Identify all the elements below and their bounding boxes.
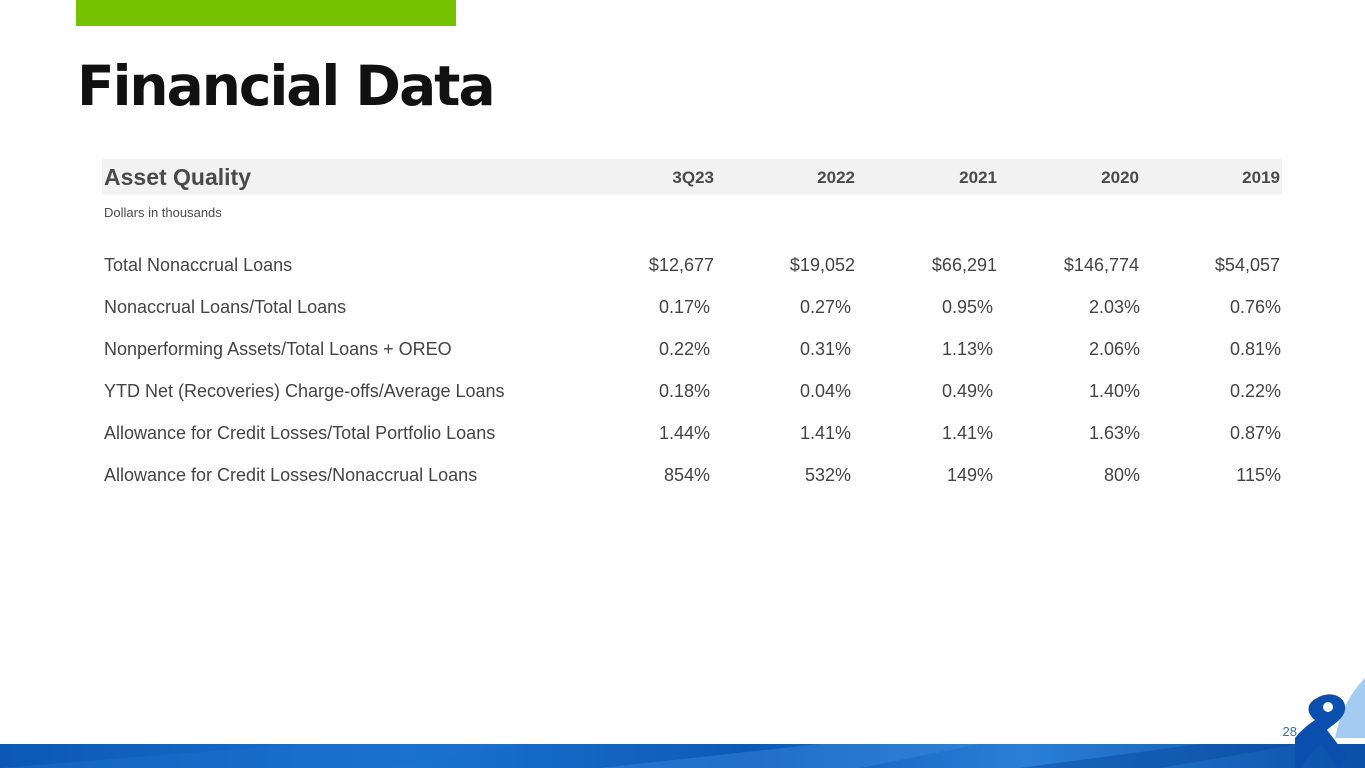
row-label: Total Nonaccrual Loans [104, 255, 293, 275]
bottom-brand-band [0, 744, 1365, 768]
table-cell: 532% [804, 465, 851, 485]
table-cell: 0.95% [941, 297, 993, 317]
accent-bar [76, 0, 456, 26]
table-cell: 0.27% [799, 297, 851, 317]
row-label: Allowance for Credit Losses/Nonaccrual L… [104, 465, 478, 485]
table-cell: $54,057 [1214, 255, 1280, 275]
table-cell: $66,291 [931, 255, 997, 275]
band-texture [0, 744, 1300, 768]
table-cell: 1.41% [799, 423, 851, 443]
table-cell: 2.03% [1088, 297, 1140, 317]
asset-quality-table: Asset Quality 3Q23 2022 2021 2020 2019 [102, 159, 1282, 195]
table-cell: 1.41% [941, 423, 993, 443]
table-cell: 1.44% [658, 423, 710, 443]
table-cell: 0.04% [799, 381, 851, 401]
table-row: Allowance for Credit Losses/Nonaccrual L… [102, 465, 1282, 495]
table-row: Allowance for Credit Losses/Total Portfo… [102, 423, 1282, 453]
table-row: Nonperforming Assets/Total Loans + OREO … [102, 339, 1282, 369]
table-cell: 0.76% [1229, 297, 1281, 317]
table-cell: 1.40% [1088, 381, 1140, 401]
table-cell: 0.49% [941, 381, 993, 401]
table-cell: $146,774 [1063, 255, 1139, 275]
table-cell: 0.18% [658, 381, 710, 401]
table-cell: 149% [946, 465, 993, 485]
table-cell: 0.22% [658, 339, 710, 359]
row-label: Allowance for Credit Losses/Total Portfo… [104, 423, 496, 443]
table-cell: 2.06% [1088, 339, 1140, 359]
table-cell: 80% [1103, 465, 1140, 485]
row-label: Nonaccrual Loans/Total Loans [104, 297, 347, 317]
table-heading: Asset Quality [104, 164, 251, 190]
row-label: YTD Net (Recoveries) Charge-offs/Average… [104, 381, 505, 401]
table-header-row: Asset Quality 3Q23 2022 2021 2020 2019 [102, 159, 1282, 195]
table-cell: 854% [663, 465, 710, 485]
column-header-2019: 2019 [1242, 168, 1280, 187]
column-header-2020: 2020 [1101, 168, 1139, 187]
ampersand-logo-icon [1295, 678, 1365, 768]
table-cell: 115% [1236, 465, 1281, 485]
table-cell: 1.13% [941, 339, 993, 359]
table-cell: $12,677 [648, 255, 714, 275]
table-row: YTD Net (Recoveries) Charge-offs/Average… [102, 381, 1282, 411]
column-header-2022: 2022 [817, 168, 855, 187]
table-row: Nonaccrual Loans/Total Loans 0.17% 0.27%… [102, 297, 1282, 327]
page-number: 28 [1282, 724, 1297, 739]
column-header-2021: 2021 [959, 168, 997, 187]
units-note: Dollars in thousands [104, 205, 222, 220]
table-cell: 0.22% [1229, 381, 1281, 401]
table-cell: 0.17% [658, 297, 710, 317]
table-cell: 0.31% [799, 339, 851, 359]
table-cell: 0.81% [1229, 339, 1281, 359]
table-row: Total Nonaccrual Loans $12,677 $19,052 $… [102, 255, 1282, 285]
table-cell: 1.63% [1088, 423, 1140, 443]
page-title: Financial Data [77, 54, 496, 118]
table-cell: 0.87% [1229, 423, 1281, 443]
row-label: Nonperforming Assets/Total Loans + OREO [104, 339, 452, 359]
table-cell: $19,052 [789, 255, 855, 275]
column-header-3q23: 3Q23 [672, 168, 714, 187]
